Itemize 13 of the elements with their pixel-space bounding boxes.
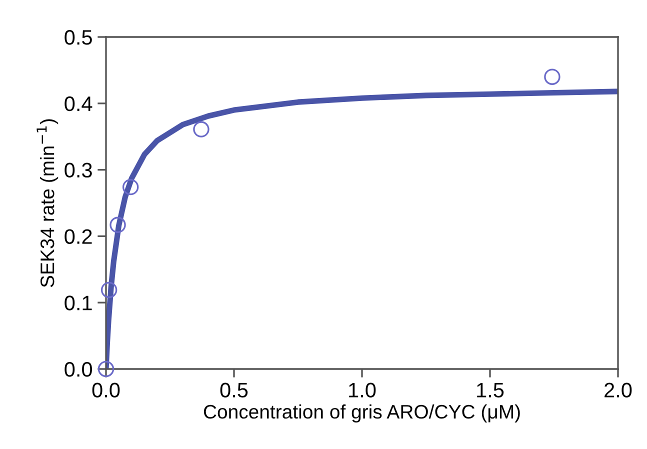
y-tick-label: 0.0 xyxy=(64,362,92,377)
x-tick-label: 1.5 xyxy=(477,382,504,398)
y-tick-label: 0.4 xyxy=(64,96,92,112)
x-tick-label: 0.0 xyxy=(92,382,120,398)
y-tick-label: 0.1 xyxy=(64,296,92,310)
x-tick-label: 2.0 xyxy=(604,382,632,398)
x-tick-label: 0.5 xyxy=(220,382,248,398)
y-tick-label: 0.5 xyxy=(64,30,92,45)
x-tick-label: 1.0 xyxy=(349,382,376,398)
x-axis-title: Concentration of gris ARO/CYC (μM) xyxy=(204,404,520,423)
y-axis-title: SEK34 rate (min$^{−1}$) xyxy=(36,119,58,288)
y-tick-label: 0.2 xyxy=(64,229,92,244)
y-tick-label: 0.3 xyxy=(64,162,92,178)
